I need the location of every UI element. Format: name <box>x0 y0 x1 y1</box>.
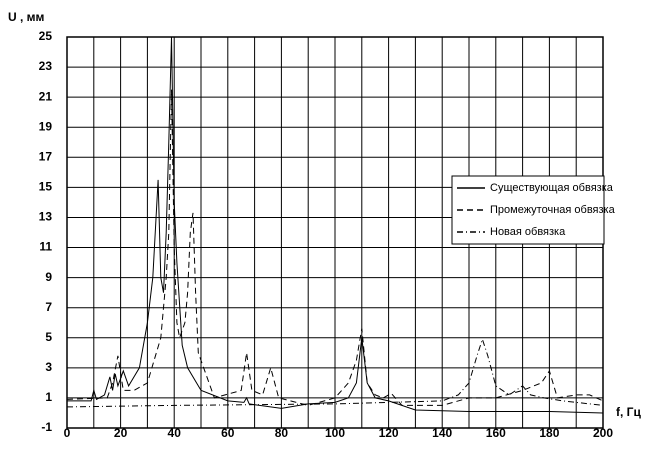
legend-label: Промежуточная обвязка <box>490 204 616 216</box>
y-tick-label: 3 <box>45 360 52 374</box>
series-line <box>66 337 604 408</box>
x-tick-label: 80 <box>275 426 289 440</box>
y-axis-label: U , мм <box>8 10 45 24</box>
y-tick-label: 25 <box>39 29 53 43</box>
y-tick-label: 23 <box>39 59 53 73</box>
y-tick-label: 11 <box>39 240 52 254</box>
x-tick-label: 180 <box>539 426 559 440</box>
y-tick-label: 17 <box>39 149 53 163</box>
y-tick-label: 21 <box>39 89 53 103</box>
x-tick-label: 140 <box>432 426 452 440</box>
series-line <box>67 36 604 414</box>
y-tick-label: 1 <box>45 390 52 404</box>
y-tick-label: 13 <box>39 210 53 224</box>
legend-label: Новая обвязка <box>490 226 566 238</box>
x-tick-label: 0 <box>64 426 71 440</box>
y-tick-label: 15 <box>39 180 53 194</box>
x-tick-label: 20 <box>114 426 128 440</box>
legend-label: Существующая обвязка <box>490 182 614 194</box>
y-tick-label: -1 <box>41 420 52 434</box>
x-axis-label: f, Гц <box>616 405 641 419</box>
x-tick-label: 60 <box>221 426 235 440</box>
x-tick-label: 100 <box>325 426 345 440</box>
x-tick-label: 200 <box>593 426 613 440</box>
series-line <box>66 89 604 406</box>
y-tick-label: 5 <box>45 330 52 344</box>
y-tick-label: 19 <box>39 119 53 133</box>
y-tick-label: 7 <box>45 300 52 314</box>
x-tick-label: 120 <box>379 426 399 440</box>
x-tick-label: 160 <box>486 426 506 440</box>
y-tick-label: 9 <box>45 270 52 284</box>
x-tick-label: 40 <box>168 426 182 440</box>
